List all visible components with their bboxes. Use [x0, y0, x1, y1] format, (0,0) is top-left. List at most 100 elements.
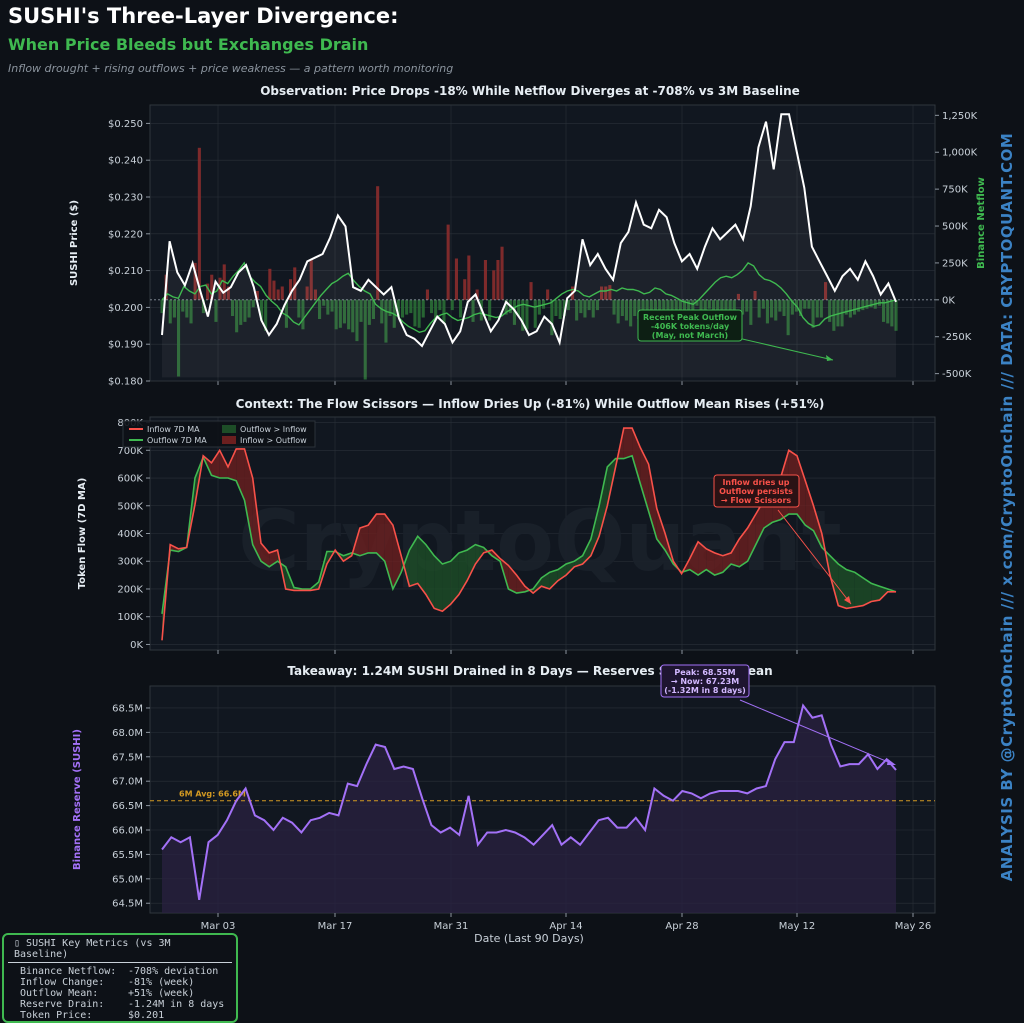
metrics-title: ▯ SUSHI Key Metrics (vs 3M Baseline) — [8, 935, 232, 963]
x-tick-label: May 26 — [895, 921, 932, 932]
netflow-bar — [342, 299, 346, 324]
netflow-bar — [645, 299, 649, 318]
inflow-gt-outflow-fill — [392, 525, 402, 589]
netflow-line — [161, 261, 897, 334]
inflow-gt-outflow-fill — [656, 508, 666, 551]
netflow-bar — [566, 299, 570, 311]
netflow-bar — [284, 299, 288, 328]
y-axis-label: Token Flow (7D MA) — [77, 478, 88, 590]
netflow-bar — [641, 299, 645, 316]
netflow-bar — [861, 299, 865, 311]
legend-swatch — [222, 436, 236, 444]
netflow-bar — [467, 255, 471, 300]
netflow-bar — [741, 299, 745, 315]
inflow-gt-outflow-fill — [714, 552, 723, 576]
metric-row: Outflow Mean: +51% (week) — [4, 988, 236, 999]
price-line — [161, 113, 897, 348]
metric-value: -81% (week) — [128, 977, 195, 988]
netflow-bar — [405, 299, 409, 315]
inflow-gt-outflow-fill — [516, 575, 525, 594]
metric-key: Token Price: — [20, 1010, 93, 1021]
netflow-bar — [185, 299, 189, 318]
outflow-gt-inflow-fill — [475, 544, 484, 565]
netflow-bar — [612, 299, 616, 315]
netflow-bar — [243, 299, 247, 322]
netflow-bar — [181, 299, 185, 312]
y-axis-label: SUSHI Price ($) — [69, 200, 80, 286]
annotation-arrowhead — [844, 596, 851, 604]
inflow-gt-outflow-fill — [623, 428, 633, 459]
netflow-bar — [774, 299, 778, 321]
y-axis-netflow: -500K -250K 0K 250K 500K 750K 1,000K 1,250K — [935, 111, 978, 380]
netflow-bar — [168, 299, 172, 324]
netflow-bar — [206, 283, 210, 300]
inflow-gt-outflow-fill — [632, 428, 641, 484]
outflow-gt-inflow-fill — [409, 536, 418, 587]
annotation-arrow — [739, 699, 894, 765]
y2-tick-label: 1,000K — [942, 148, 978, 159]
netflow-bar — [313, 289, 317, 300]
netflow-bar — [712, 299, 716, 316]
netflow-bar — [844, 299, 848, 315]
y-tick-label: $0.230 — [108, 193, 143, 204]
outflow-gt-inflow-fill — [838, 564, 847, 609]
netflow-bar — [637, 299, 641, 319]
netflow-bar — [488, 299, 492, 321]
netflow-bar — [591, 299, 595, 318]
netflow-bar — [537, 299, 541, 315]
annotation-text: → Flow Scissors — [721, 496, 792, 505]
y-tick-label: $0.200 — [108, 303, 143, 314]
inflow-gt-outflow-fill — [706, 548, 715, 576]
netflow-bar — [454, 258, 458, 300]
netflow-bar — [438, 299, 442, 311]
y2-tick-label: -250K — [942, 332, 972, 343]
netflow-bar — [280, 286, 284, 300]
netflow-bar — [558, 299, 562, 319]
netflow-bar — [417, 299, 421, 328]
netflow-bar — [239, 299, 243, 325]
netflow-bar — [554, 299, 558, 316]
netflow-bar — [600, 286, 604, 300]
x-tick-label: Mar 17 — [318, 921, 353, 932]
annotation-box — [660, 664, 750, 698]
netflow-bar — [529, 282, 533, 300]
netflow-bar — [869, 299, 873, 308]
netflow-bar — [579, 299, 583, 314]
annotation-box — [637, 309, 743, 342]
inflow-gt-outflow-fill — [376, 514, 385, 562]
netflow-bar — [301, 299, 305, 330]
netflow-bar — [231, 299, 235, 316]
legend-swatch — [222, 425, 236, 433]
y-tick-label: 67.5M — [112, 752, 143, 763]
inflow-gt-outflow-fill — [384, 514, 393, 589]
average-label: 6M Avg: 66.6M — [179, 790, 246, 799]
netflow-bar — [608, 285, 612, 300]
inflow-gt-outflow-fill — [797, 455, 806, 526]
annotation-arrow — [777, 509, 852, 605]
legend-label: Outflow 7D MA — [147, 436, 207, 445]
annotation-text: (-1.32M in 8 days) — [664, 686, 746, 695]
legend-label: Inflow 7D MA — [147, 425, 200, 434]
netflow-bar — [471, 299, 475, 322]
netflow-bar — [595, 299, 599, 311]
annotation-reserve-drain: Peak: 68.55M→ Now: 67.23M(-1.32M in 8 da… — [660, 664, 896, 765]
netflow-bar — [604, 286, 608, 300]
metric-row: Reserve Drain: -1.24M in 8 days — [4, 999, 236, 1010]
y-tick-label: 500K — [117, 501, 143, 512]
y-tick-label: 67.0M — [112, 777, 143, 788]
netflow-bar — [521, 299, 525, 331]
outflow-gt-inflow-fill — [871, 583, 880, 602]
netflow-bar — [475, 289, 479, 300]
outflow-gt-inflow-fill — [590, 505, 600, 556]
netflow-bar — [695, 299, 699, 306]
chart-tagline: Inflow drought + rising outflows + price… — [8, 62, 454, 75]
netflow-bar — [894, 299, 898, 331]
x-axis-label: Date (Last 90 Days) — [474, 932, 584, 945]
reserve-line — [161, 703, 897, 900]
metric-key: Reserve Drain: — [20, 999, 105, 1010]
annotation-text: Recent Peak Outflow — [643, 313, 738, 322]
netflow-bar — [533, 299, 537, 328]
plot-area-1 — [149, 104, 936, 382]
y-tick-label: $0.210 — [108, 266, 143, 277]
